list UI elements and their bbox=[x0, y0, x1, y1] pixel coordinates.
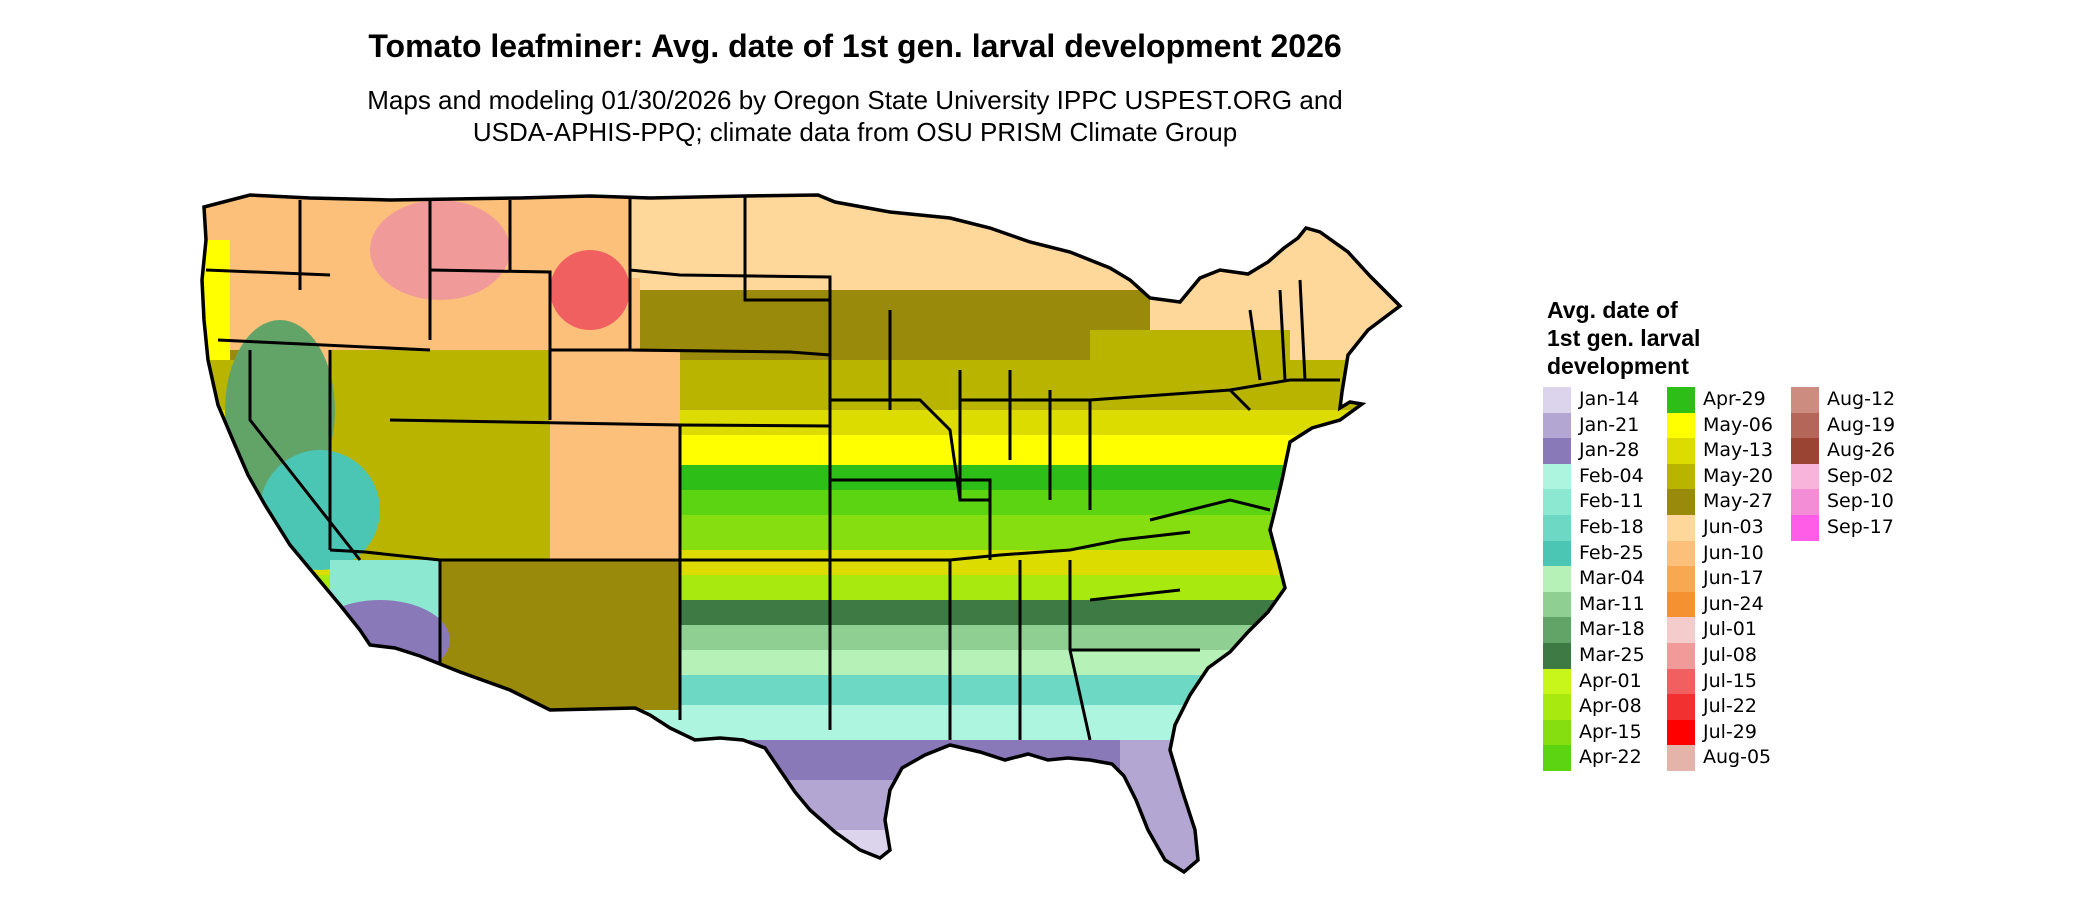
legend-label: Apr-29 bbox=[1703, 388, 1766, 410]
legend-label: Apr-22 bbox=[1579, 746, 1642, 769]
map-subtitle: Maps and modeling 01/30/2026 by Oregon S… bbox=[0, 84, 1710, 148]
subtitle-line: Maps and modeling 01/30/2026 by Oregon S… bbox=[367, 85, 1343, 115]
legend-swatch bbox=[1667, 694, 1695, 720]
legend-swatch bbox=[1667, 668, 1695, 695]
legend-swatch bbox=[1791, 463, 1819, 490]
legend-swatch bbox=[1543, 514, 1571, 541]
legend-swatch bbox=[1543, 617, 1571, 643]
legend-swatch bbox=[1791, 412, 1819, 439]
legend-swatch bbox=[1543, 591, 1571, 618]
legend-label: Apr-01 bbox=[1579, 669, 1642, 692]
legend-swatch bbox=[1543, 412, 1571, 439]
legend-label: Jan-21 bbox=[1579, 413, 1640, 436]
legend-swatch bbox=[1667, 540, 1695, 567]
legend-swatch bbox=[1667, 617, 1695, 643]
legend-label: Sep-02 bbox=[1827, 464, 1894, 487]
legend-label: May-27 bbox=[1703, 490, 1773, 513]
legend-swatch bbox=[1543, 489, 1571, 515]
legend-label: Jun-03 bbox=[1703, 515, 1764, 538]
legend-swatch bbox=[1667, 514, 1695, 541]
legend-title-line: development bbox=[1547, 353, 1689, 379]
legend-label: May-20 bbox=[1703, 464, 1773, 487]
legend-swatch bbox=[1543, 745, 1571, 771]
legend-label: May-13 bbox=[1703, 439, 1773, 462]
legend-title-line: Avg. date of bbox=[1547, 297, 1678, 323]
legend-label: Jun-17 bbox=[1703, 567, 1764, 590]
legend-swatch bbox=[1543, 463, 1571, 490]
legend-label: Feb-11 bbox=[1579, 490, 1644, 513]
map-title: Tomato leafminer: Avg. date of 1st gen. … bbox=[368, 28, 1342, 64]
legend-swatch bbox=[1667, 745, 1695, 771]
legend-label: Mar-11 bbox=[1579, 592, 1645, 615]
legend-swatch bbox=[1543, 668, 1571, 695]
legend-label: Sep-17 bbox=[1827, 515, 1894, 538]
legend-label: Jul-29 bbox=[1703, 720, 1757, 743]
legend-swatch bbox=[1543, 642, 1571, 669]
legend-label: Jul-22 bbox=[1703, 695, 1757, 718]
legend-label: Aug-26 bbox=[1827, 439, 1896, 462]
legend-title: Avg. date of 1st gen. larval development bbox=[1547, 296, 1700, 380]
legend-label: Jul-01 bbox=[1703, 618, 1757, 641]
legend-label: Feb-04 bbox=[1579, 464, 1644, 487]
legend-swatch bbox=[1667, 412, 1695, 439]
legend-swatch bbox=[1543, 719, 1571, 746]
legend-swatch bbox=[1667, 463, 1695, 490]
legend-label: Jan-14 bbox=[1579, 388, 1640, 410]
legend-swatch bbox=[1791, 438, 1819, 464]
legend-label: Apr-15 bbox=[1579, 720, 1642, 743]
legend-label: Jan-28 bbox=[1579, 439, 1640, 462]
legend-label: Sep-10 bbox=[1827, 490, 1894, 513]
legend-label: Mar-04 bbox=[1579, 567, 1645, 590]
legend-swatch bbox=[1543, 540, 1571, 567]
legend-label: Aug-05 bbox=[1703, 746, 1772, 769]
legend-swatch bbox=[1667, 489, 1695, 515]
legend-label: Aug-19 bbox=[1827, 413, 1896, 436]
legend-swatch bbox=[1543, 438, 1571, 464]
legend-swatch bbox=[1667, 719, 1695, 746]
legend-label: Jun-10 bbox=[1703, 541, 1764, 564]
legend-label: Jul-08 bbox=[1703, 643, 1757, 666]
legend-swatch bbox=[1667, 591, 1695, 618]
legend-label: May-06 bbox=[1703, 413, 1773, 436]
legend-label: Mar-25 bbox=[1579, 643, 1645, 666]
legend-swatch bbox=[1791, 489, 1819, 515]
legend-label: Feb-25 bbox=[1579, 541, 1644, 564]
legend-label: Mar-18 bbox=[1579, 618, 1645, 641]
legend-label: Jun-24 bbox=[1703, 592, 1764, 615]
legend-swatch bbox=[1667, 438, 1695, 464]
legend-label: Jul-15 bbox=[1703, 669, 1757, 692]
legend-swatch bbox=[1543, 694, 1571, 720]
legend-swatch bbox=[1667, 566, 1695, 592]
legend-swatch bbox=[1791, 387, 1819, 413]
legend-swatch bbox=[1543, 566, 1571, 592]
legend-swatch bbox=[1543, 387, 1571, 413]
legend-label: Apr-08 bbox=[1579, 695, 1642, 718]
us-phenology-map bbox=[200, 193, 1402, 874]
legend-swatch bbox=[1667, 387, 1695, 413]
legend-label: Feb-18 bbox=[1579, 515, 1644, 538]
subtitle-line: USDA-APHIS-PPQ; climate data from OSU PR… bbox=[472, 117, 1238, 147]
legend-label: Aug-12 bbox=[1827, 388, 1896, 410]
legend-swatch bbox=[1791, 514, 1819, 541]
legend-swatch bbox=[1667, 642, 1695, 669]
legend-title-line: 1st gen. larval bbox=[1547, 325, 1701, 351]
